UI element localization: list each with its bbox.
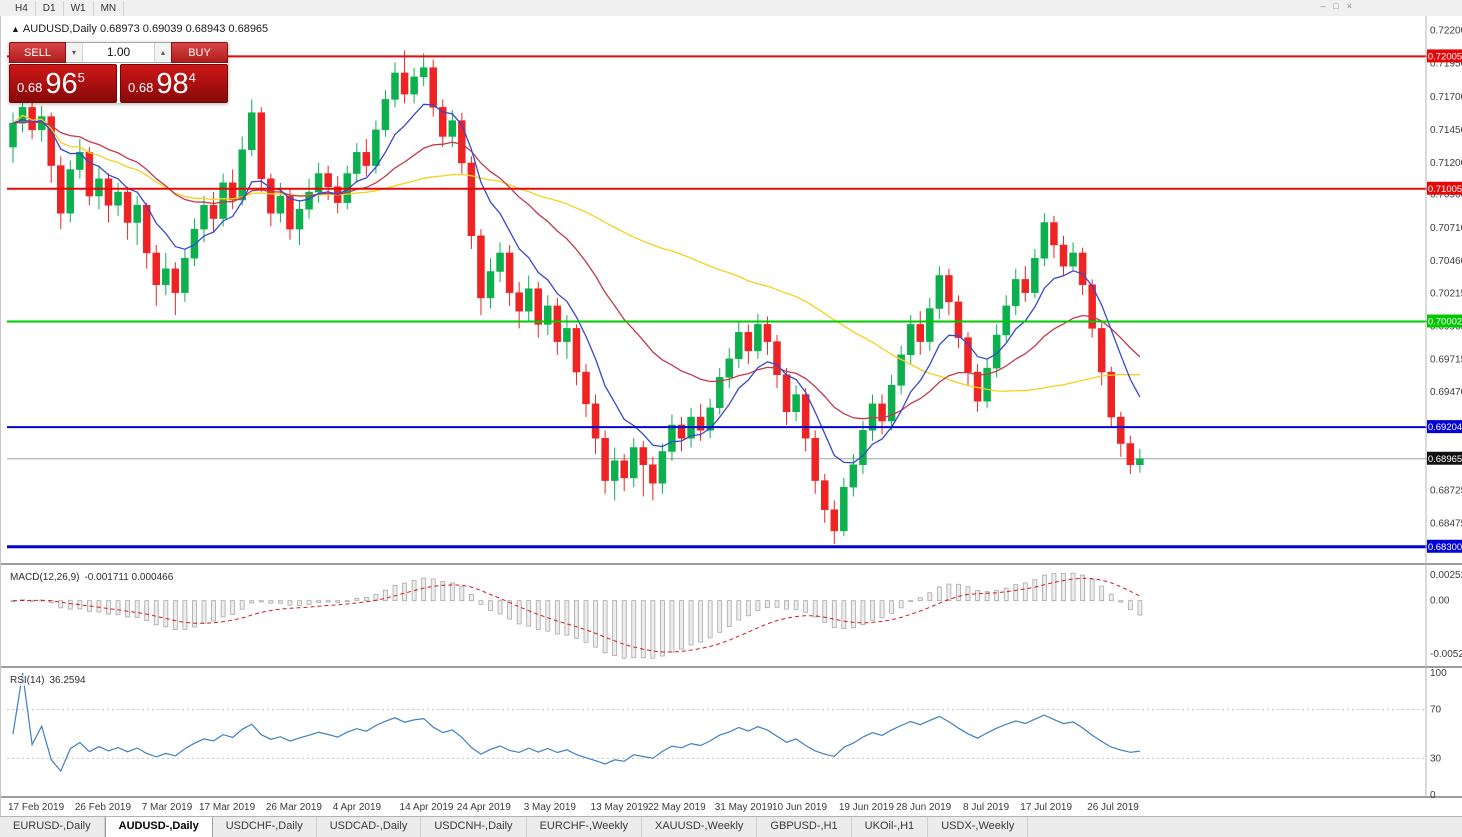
- rsi-name: RSI(14): [10, 675, 45, 686]
- macd-values: -0.001711 0.000466: [84, 572, 174, 583]
- volume-increase-icon[interactable]: ▴: [154, 43, 171, 62]
- svg-text:17 Jul 2019: 17 Jul 2019: [1020, 802, 1072, 813]
- buy-price-prefix: 0.68: [128, 80, 154, 95]
- macd-indicator-label: MACD(12,26,9) -0.001711 0.000466: [10, 572, 174, 583]
- buy-price-big: 98: [156, 68, 189, 100]
- symbol-name: AUDUSD,Daily: [22, 23, 97, 35]
- svg-text:30: 30: [1430, 753, 1442, 764]
- svg-text:26 Mar 2019: 26 Mar 2019: [266, 802, 323, 813]
- svg-text:0.00: 0.00: [1430, 596, 1450, 607]
- timeframe-button-group: H4 D1 W1 MN: [8, 0, 125, 16]
- svg-text:0: 0: [1430, 790, 1436, 801]
- volume-decrease-icon[interactable]: ▾: [66, 43, 83, 62]
- svg-text:0.68725: 0.68725: [1430, 486, 1462, 497]
- sell-price-sup: 5: [77, 70, 85, 85]
- buy-price-sup: 4: [188, 70, 196, 85]
- chart-tab-usdcnh-daily[interactable]: USDCNH-,Daily: [421, 817, 527, 837]
- svg-text:3 May 2019: 3 May 2019: [524, 802, 577, 813]
- period-button-h4[interactable]: H4: [8, 0, 36, 16]
- chart-tab-eurchf-weekly[interactable]: EURCHF-,Weekly: [527, 817, 642, 837]
- svg-text:0.70002: 0.70002: [1428, 317, 1462, 328]
- symbol-quotes: 0.68973 0.69039 0.68943 0.68965: [99, 23, 269, 35]
- volume-stepper: ▾ 1.00 ▴: [66, 42, 171, 63]
- svg-text:0.72005: 0.72005: [1428, 51, 1462, 62]
- svg-text:0.69204: 0.69204: [1428, 422, 1462, 433]
- svg-text:0.71005: 0.71005: [1428, 184, 1462, 195]
- rsi-value: 36.2594: [49, 675, 86, 686]
- svg-text:0.68965: 0.68965: [1428, 454, 1462, 465]
- macd-name: MACD(12,26,9): [10, 572, 80, 583]
- trade-prices-row: 0.68 96 5 0.68 98 4: [9, 64, 228, 103]
- chart-window-controls: – □ ×: [1320, 1, 1352, 11]
- svg-text:14 Apr 2019: 14 Apr 2019: [400, 802, 454, 813]
- chart-tab-gbpusd-h1[interactable]: GBPUSD-,H1: [757, 817, 852, 837]
- svg-text:-0.00523: -0.00523: [1430, 649, 1462, 660]
- svg-text:28 Jun 2019: 28 Jun 2019: [896, 802, 951, 813]
- svg-text:17 Mar 2019: 17 Mar 2019: [199, 802, 256, 813]
- chart-tab-xauusd-weekly[interactable]: XAUUSD-,Weekly: [642, 817, 758, 837]
- svg-text:26 Feb 2019: 26 Feb 2019: [75, 802, 132, 813]
- svg-text:100: 100: [1430, 668, 1447, 679]
- buy-button[interactable]: BUY: [171, 42, 228, 63]
- timeframe-toolbar: H4 D1 W1 MN – □ ×: [0, 0, 1462, 17]
- sell-price-display[interactable]: 0.68 96 5: [9, 64, 117, 103]
- symbol-info: ▲ AUDUSD,Daily 0.68973 0.69039 0.68943 0.…: [11, 23, 269, 35]
- close-icon[interactable]: ×: [1346, 1, 1352, 11]
- period-button-mn[interactable]: MN: [94, 0, 125, 16]
- svg-text:22 May 2019: 22 May 2019: [648, 802, 706, 813]
- svg-text:7 Mar 2019: 7 Mar 2019: [142, 802, 193, 813]
- volume-value[interactable]: 1.00: [106, 45, 131, 59]
- svg-text:4 Apr 2019: 4 Apr 2019: [333, 802, 382, 813]
- chart-tab-ukoil-h1[interactable]: UKOil-,H1: [852, 817, 929, 837]
- svg-text:26 Jul 2019: 26 Jul 2019: [1087, 802, 1139, 813]
- rsi-indicator-label: RSI(14) 36.2594: [10, 675, 86, 686]
- svg-text:0.69715: 0.69715: [1430, 354, 1462, 365]
- svg-text:0.68300: 0.68300: [1428, 542, 1462, 553]
- period-button-d1[interactable]: D1: [36, 0, 64, 16]
- period-button-w1[interactable]: W1: [64, 0, 94, 16]
- svg-text:0.70215: 0.70215: [1430, 288, 1462, 299]
- chart-tab-audusd-daily[interactable]: AUDUSD-,Daily: [104, 817, 213, 837]
- svg-text:17 Feb 2019: 17 Feb 2019: [8, 802, 65, 813]
- svg-text:10 Jun 2019: 10 Jun 2019: [772, 802, 827, 813]
- sell-price-prefix: 0.68: [17, 80, 43, 95]
- sell-price-big: 96: [45, 68, 78, 100]
- minimize-icon[interactable]: –: [1320, 1, 1326, 11]
- svg-text:13 May 2019: 13 May 2019: [591, 802, 649, 813]
- sell-button[interactable]: SELL: [9, 42, 66, 63]
- restore-icon[interactable]: □: [1333, 1, 1339, 11]
- svg-text:31 May 2019: 31 May 2019: [715, 802, 773, 813]
- svg-text:8 Jul 2019: 8 Jul 2019: [963, 802, 1010, 813]
- chart-tabs-bar: EURUSD-,Daily AUDUSD-,Daily USDCHF-,Daily U…: [0, 816, 1462, 837]
- trade-buttons-row: SELL ▾ 1.00 ▴ BUY: [9, 42, 228, 63]
- chart-tab-usdcad-daily[interactable]: USDCAD-,Daily: [317, 817, 422, 837]
- svg-text:0.68475: 0.68475: [1430, 519, 1462, 530]
- svg-text:0.00252: 0.00252: [1430, 570, 1462, 581]
- one-click-trading-panel: SELL ▾ 1.00 ▴ BUY 0.68 96 5 0.68 98 4: [9, 42, 228, 103]
- buy-price-display[interactable]: 0.68 98 4: [120, 64, 228, 103]
- chart-tab-usdx-weekly[interactable]: USDX-,Weekly: [928, 817, 1029, 837]
- price-up-icon: ▲: [11, 24, 20, 34]
- chart-tab-usdchf-daily[interactable]: USDCHF-,Daily: [213, 817, 317, 837]
- svg-text:24 Apr 2019: 24 Apr 2019: [457, 802, 511, 813]
- svg-text:19 Jun 2019: 19 Jun 2019: [839, 802, 894, 813]
- svg-text:70: 70: [1430, 705, 1442, 716]
- chart-tab-eurusd-daily[interactable]: EURUSD-,Daily: [0, 817, 105, 837]
